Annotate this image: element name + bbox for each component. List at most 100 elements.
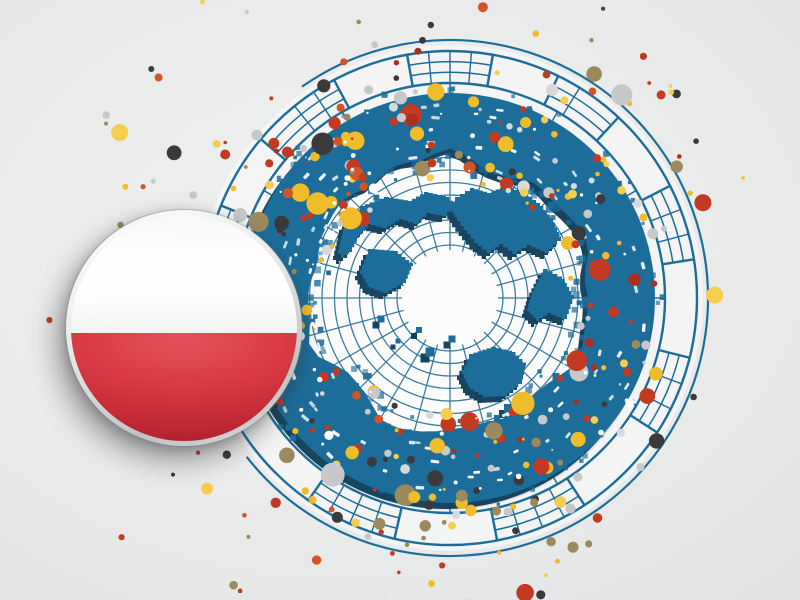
land-island <box>377 315 385 323</box>
confetti-dot <box>516 172 523 179</box>
confetti-dot <box>428 580 435 587</box>
mosaic-square <box>539 374 543 378</box>
mosaic-white-dash <box>473 470 481 474</box>
confetti-dot <box>148 66 155 72</box>
mosaic-square <box>326 270 331 276</box>
mosaic-square <box>410 415 415 419</box>
confetti-dot <box>533 127 536 131</box>
confetti-dot <box>545 83 559 96</box>
mosaic-square <box>627 181 631 185</box>
mosaic-square <box>307 294 314 301</box>
mosaic-square <box>425 434 434 442</box>
confetti-dot <box>515 473 522 480</box>
confetti-dot <box>427 141 436 149</box>
mosaic-square <box>545 205 554 213</box>
confetti-dot <box>118 534 125 541</box>
mosaic-square <box>454 146 463 155</box>
confetti-dot <box>102 111 111 119</box>
confetti-dot <box>557 459 564 466</box>
mosaic-square <box>301 312 306 317</box>
confetti-dot <box>383 457 388 462</box>
confetti-dot <box>600 156 607 163</box>
segment-divider <box>486 54 495 87</box>
confetti-dot <box>570 431 586 447</box>
confetti-dot <box>364 408 371 415</box>
confetti-dot <box>460 412 479 431</box>
mosaic-square <box>314 279 321 287</box>
confetti-dot <box>439 562 446 569</box>
confetti-dot <box>391 402 398 409</box>
confetti-dot <box>356 19 362 25</box>
confetti-dot <box>690 393 697 401</box>
mosaic-white-dash <box>318 173 327 181</box>
confetti-dot <box>561 236 575 250</box>
confetti-dot <box>441 520 447 525</box>
confetti-dot <box>406 455 415 464</box>
confetti-dot <box>525 201 529 205</box>
segment-divider <box>405 54 414 87</box>
confetti-dot <box>470 133 475 139</box>
confetti-dot <box>366 111 369 115</box>
confetti-dot <box>583 370 588 375</box>
confetti-dot <box>397 570 401 575</box>
mosaic-white-dash <box>316 342 322 352</box>
mosaic-white-dash <box>382 468 388 473</box>
confetti-dot <box>592 513 603 523</box>
mosaic-square <box>486 412 492 418</box>
confetti-dot <box>301 487 309 495</box>
mosaic-white-dash <box>496 478 503 482</box>
confetti-dot <box>312 263 315 266</box>
confetti-dot <box>567 541 579 553</box>
confetti-dot <box>596 194 606 204</box>
shadow-island <box>411 333 417 339</box>
mosaic-square <box>528 383 534 388</box>
confetti-dot <box>306 212 314 219</box>
confetti-dot <box>608 306 619 318</box>
mosaic-square <box>571 306 578 313</box>
confetti-dot <box>694 194 712 212</box>
segment-subgrid-line <box>313 91 332 120</box>
confetti-dot <box>601 401 608 408</box>
confetti-dot <box>300 215 307 222</box>
confetti-dot <box>345 445 359 460</box>
mosaic-square <box>538 190 546 198</box>
confetti-dot <box>246 534 251 539</box>
confetti-dot <box>404 542 410 548</box>
mosaic-white-dash <box>489 115 497 120</box>
confetti-dot <box>393 453 399 460</box>
confetti-dot <box>200 0 205 4</box>
mosaic-square <box>381 406 387 412</box>
mosaic-square <box>276 175 284 183</box>
mosaic-square <box>387 167 394 175</box>
mosaic-white-dash <box>631 245 636 252</box>
mosaic-square <box>362 373 370 380</box>
mosaic-square <box>576 261 582 266</box>
mosaic-white-dash <box>595 234 601 241</box>
confetti-dot <box>336 103 345 112</box>
confetti-dot <box>485 422 503 440</box>
confetti-dot <box>571 240 580 249</box>
confetti-dot <box>603 161 610 168</box>
confetti-dot <box>527 137 530 140</box>
confetti-dot <box>639 388 656 404</box>
segment-divider <box>658 348 690 359</box>
mosaic-square <box>533 402 541 410</box>
confetti-dot <box>342 208 346 211</box>
mosaic-square <box>351 382 359 391</box>
confetti-dot <box>568 189 577 199</box>
confetti-dot <box>409 126 425 141</box>
confetti-dot <box>367 207 373 213</box>
mosaic-white-dash <box>431 115 440 120</box>
confetti-dot <box>477 2 488 13</box>
confetti-dot <box>533 458 550 475</box>
confetti-dot <box>647 228 659 240</box>
mosaic-white-dash <box>557 401 564 408</box>
confetti-dot <box>282 188 293 199</box>
mosaic-square <box>457 419 462 424</box>
confetti-dot <box>555 558 560 564</box>
confetti-dot <box>467 155 471 160</box>
confetti-dot <box>412 89 418 95</box>
confetti-dot <box>636 463 645 472</box>
confetti-dot <box>642 360 646 365</box>
confetti-dot <box>321 442 325 446</box>
